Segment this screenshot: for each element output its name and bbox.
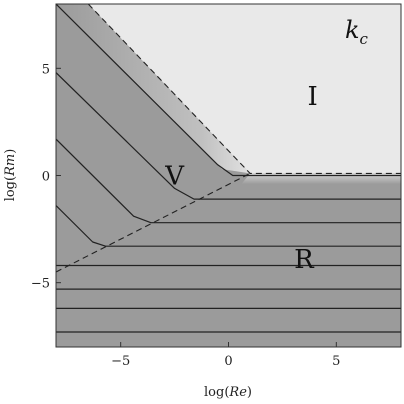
region-label-V: V	[164, 162, 185, 192]
x-axis-label: log(Re)	[204, 385, 252, 400]
x-axis-label-prefix: log(	[204, 385, 229, 400]
boundary-layer	[56, 4, 401, 273]
y-axis-label: log(Rm)	[3, 149, 18, 202]
x-tick-label: −5	[111, 354, 130, 369]
y-tick-label: 5	[42, 62, 50, 77]
V-R-boundary-line	[56, 172, 251, 273]
x-axis-label-suffix: )	[247, 385, 252, 400]
chart-title: kc	[345, 16, 369, 48]
region-label-I: I	[307, 82, 317, 112]
y-axis-label-variable: Rm	[3, 154, 18, 177]
contour-line-3	[56, 138, 401, 224]
region-I-fill	[56, 4, 401, 174]
y-tick-label: 0	[42, 170, 50, 185]
region-V-gradient-band	[56, 4, 251, 174]
x-tick-label: 5	[332, 354, 340, 369]
region-labels: I V R	[164, 82, 318, 275]
y-axis-label-prefix: log(	[3, 176, 18, 201]
x-axis-label-variable: Re	[228, 385, 247, 400]
chart-title-subscript: c	[360, 30, 369, 48]
I-boundary-line	[87, 4, 401, 174]
y-axis-label-suffix: )	[3, 149, 18, 154]
region-label-R: R	[294, 245, 315, 275]
y-tick-label: −5	[31, 277, 50, 292]
contour-line-4	[56, 205, 401, 247]
y-axis-ticks: −5 0 5	[31, 62, 61, 292]
contour-layer	[56, 4, 401, 333]
contour-line-1	[56, 4, 401, 177]
x-tick-label: 0	[224, 354, 232, 369]
chart-title-main: k	[345, 16, 360, 44]
x-axis-ticks: −5 0 5	[111, 342, 340, 369]
plot-area	[56, 4, 401, 347]
contour-line-2	[56, 72, 401, 200]
